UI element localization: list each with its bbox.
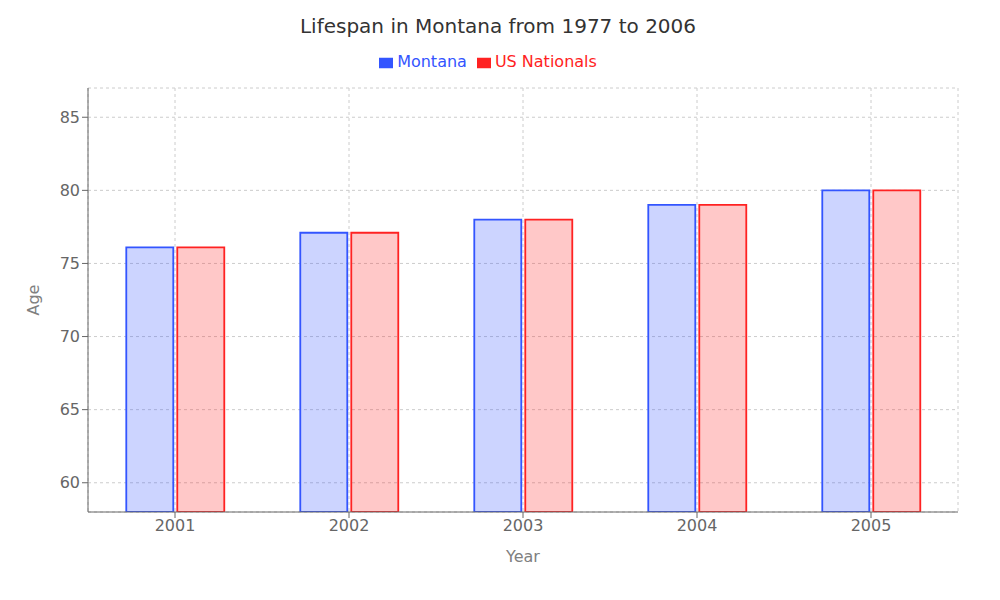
svg-text:65: 65 [60,400,80,419]
html-text:Lifespan in Montana from 1977: Lifespan in Montana from 1977 to 2006 [300,14,696,38]
svg-text:75: 75 [60,254,80,273]
svg-text:85: 85 [60,108,80,127]
html-text:US Nationals: US Nationals [494,52,597,71]
svg-text:2001: 2001 [155,516,196,535]
svg-text:70: 70 [60,327,80,346]
svg-text:80: 80 [60,181,80,200]
html-text:Montana: Montana [397,52,467,71]
svg-text:2002: 2002 [329,516,370,535]
svg-text:Year: Year [505,547,540,566]
svg-text:2003: 2003 [503,516,544,535]
svg-text:2005: 2005 [851,516,892,535]
svg-text:60: 60 [60,473,80,492]
svg-text:2004: 2004 [677,516,718,535]
svg-text:Age: Age [24,285,43,316]
